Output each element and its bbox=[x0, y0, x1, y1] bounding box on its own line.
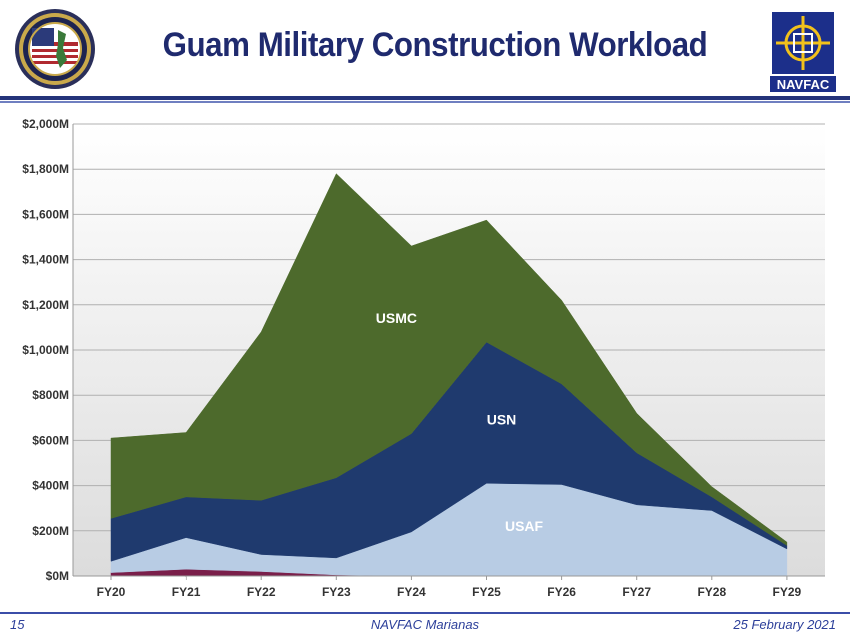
y-tick-label: $1,200M bbox=[22, 298, 69, 312]
x-tick-label: FY29 bbox=[773, 585, 802, 599]
header-rule bbox=[0, 96, 850, 100]
y-tick-label: $600M bbox=[32, 433, 69, 447]
y-tick-label: $0M bbox=[46, 569, 69, 583]
workload-area-chart: $0M $200M $400M $600M $800M $1,000M $1,200M $1,… bbox=[22, 117, 825, 599]
series-area-usmc bbox=[110, 173, 788, 546]
logo-text: NAVFAC bbox=[777, 77, 830, 92]
x-tick-label: FY20 bbox=[97, 585, 126, 599]
slide-title: Guam Military Construction Workload bbox=[162, 26, 708, 64]
navfac-logo-icon: NAVFAC bbox=[770, 12, 836, 92]
page-number: 15 bbox=[10, 617, 25, 632]
footer-org: NAVFAC Marianas bbox=[370, 617, 480, 632]
series-label-other: Other bbox=[167, 574, 205, 590]
x-tick-label: FY24 bbox=[397, 585, 426, 599]
x-tick-label: FY22 bbox=[247, 585, 276, 599]
x-tick-label: FY23 bbox=[322, 585, 351, 599]
footer-date: 25 February 2021 bbox=[733, 617, 836, 632]
y-tick-label: $1,000M bbox=[22, 343, 69, 357]
header-rule-thin bbox=[0, 101, 850, 103]
x-tick-label: FY28 bbox=[697, 585, 726, 599]
x-tick-label: FY21 bbox=[172, 585, 201, 599]
x-tick-label: FY27 bbox=[622, 585, 651, 599]
x-tick-label: FY26 bbox=[547, 585, 576, 599]
series-label-usaf: USAF bbox=[505, 518, 544, 534]
y-tick-label: $1,600M bbox=[22, 207, 69, 221]
footer-rule bbox=[0, 612, 850, 614]
y-tick-label: $2,000M bbox=[22, 117, 69, 131]
y-tick-label: $800M bbox=[32, 388, 69, 402]
y-tick-label: $1,400M bbox=[22, 253, 69, 267]
x-tick-label: FY25 bbox=[472, 585, 501, 599]
series-label-usmc: USMC bbox=[376, 310, 417, 326]
y-tick-label: $1,800M bbox=[22, 162, 69, 176]
y-tick-label: $200M bbox=[32, 524, 69, 538]
series-label-usn: USN bbox=[487, 412, 517, 428]
joint-region-marianas-seal-icon bbox=[15, 9, 95, 89]
y-tick-label: $400M bbox=[32, 479, 69, 493]
